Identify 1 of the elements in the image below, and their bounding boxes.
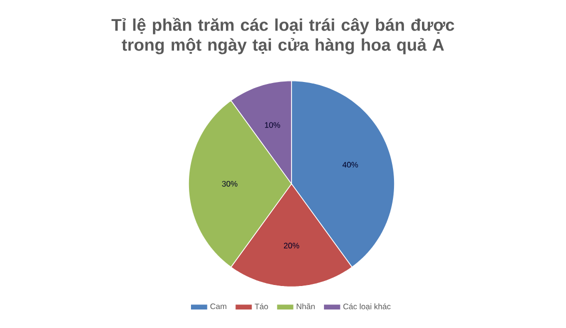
chart-title: Tỉ lệ phần trăm các loại trái cây bán được trong một ngày tại cửa hàng hoa quả A <box>112 18 454 54</box>
